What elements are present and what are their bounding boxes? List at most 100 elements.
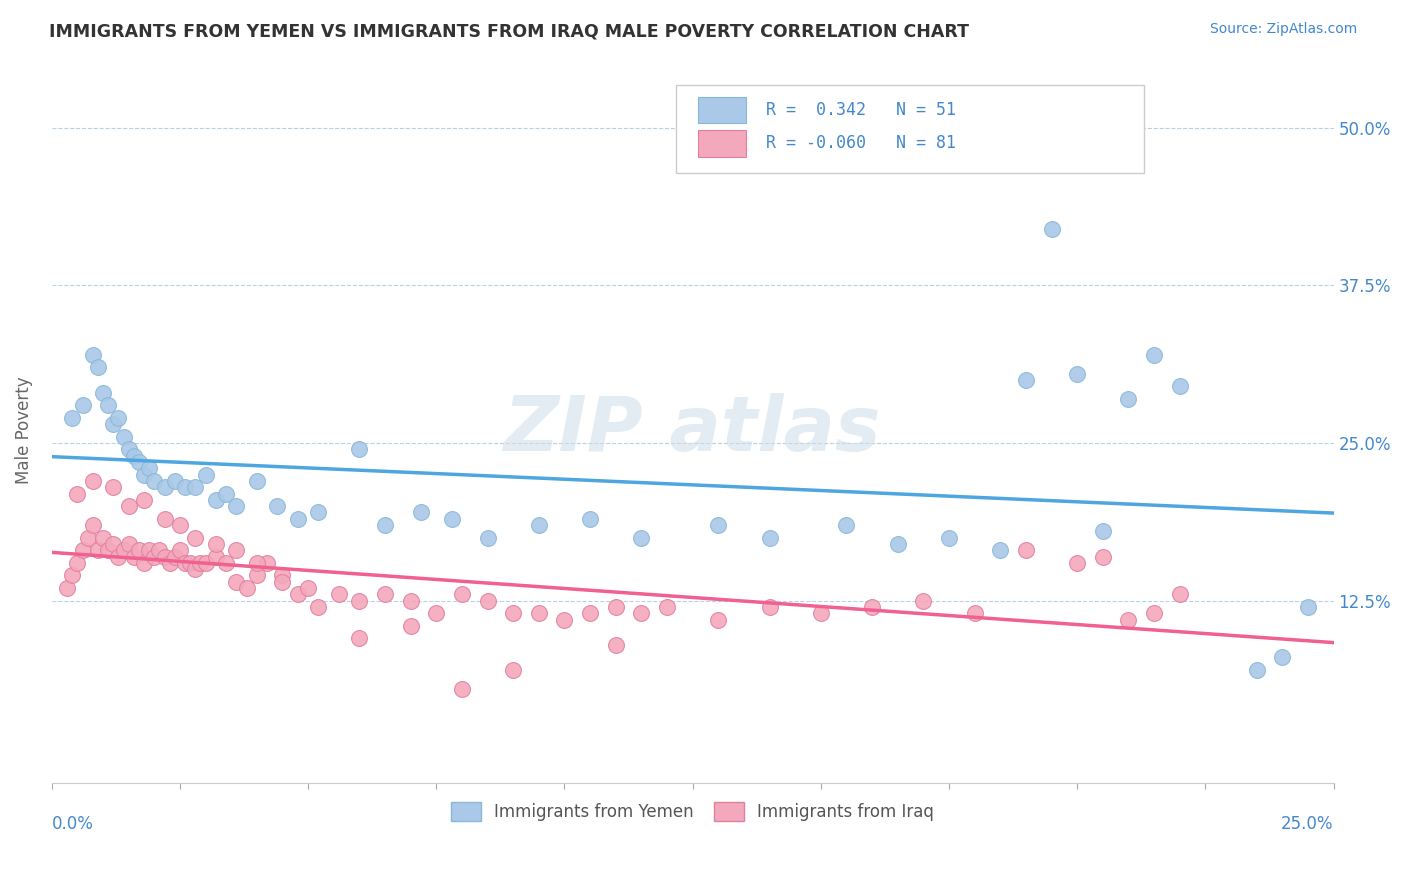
Point — [1118, 613, 1140, 627]
Point — [76, 531, 98, 545]
Point — [451, 681, 474, 696]
Point — [103, 480, 125, 494]
Point — [66, 556, 89, 570]
Point — [225, 543, 247, 558]
Point — [440, 512, 463, 526]
Point — [256, 556, 278, 570]
Point — [271, 574, 294, 589]
Point — [553, 613, 575, 627]
Point — [118, 537, 141, 551]
FancyBboxPatch shape — [676, 85, 1144, 173]
Point — [184, 531, 207, 545]
Text: R = -0.060   N = 81: R = -0.060 N = 81 — [766, 134, 956, 153]
Point — [886, 537, 908, 551]
Point — [374, 587, 396, 601]
Point — [810, 607, 832, 621]
Point — [938, 531, 960, 545]
Point — [579, 607, 602, 621]
Point — [235, 581, 257, 595]
Point — [184, 562, 207, 576]
Point — [287, 587, 309, 601]
Point — [148, 543, 170, 558]
Text: Source: ZipAtlas.com: Source: ZipAtlas.com — [1209, 22, 1357, 37]
Point — [527, 607, 550, 621]
Point — [72, 543, 94, 558]
Point — [758, 531, 780, 545]
Point — [328, 587, 350, 601]
Point — [246, 568, 269, 582]
Y-axis label: Male Poverty: Male Poverty — [15, 376, 32, 484]
Point — [963, 607, 986, 621]
Point — [112, 543, 135, 558]
Point — [138, 543, 160, 558]
Point — [97, 398, 120, 412]
Point — [169, 543, 191, 558]
Point — [477, 531, 499, 545]
Point — [225, 574, 247, 589]
Point — [605, 638, 627, 652]
Point — [153, 480, 176, 494]
Point — [1246, 663, 1268, 677]
Point — [1091, 549, 1114, 564]
Point — [349, 442, 371, 457]
Point — [307, 599, 329, 614]
Point — [527, 518, 550, 533]
Point — [72, 398, 94, 412]
Point — [204, 549, 226, 564]
Point — [132, 467, 155, 482]
Point — [477, 593, 499, 607]
Point — [132, 556, 155, 570]
Point — [451, 587, 474, 601]
Point — [1143, 607, 1166, 621]
Point — [184, 480, 207, 494]
Point — [60, 568, 83, 582]
Point — [122, 449, 145, 463]
Point — [630, 531, 652, 545]
Point — [128, 543, 150, 558]
Point — [425, 607, 447, 621]
Point — [103, 417, 125, 432]
Point — [107, 549, 129, 564]
Point — [118, 442, 141, 457]
Point — [835, 518, 858, 533]
Legend: Immigrants from Yemen, Immigrants from Iraq: Immigrants from Yemen, Immigrants from I… — [444, 796, 941, 828]
Point — [349, 593, 371, 607]
Point — [246, 474, 269, 488]
Point — [266, 499, 288, 513]
Point — [138, 461, 160, 475]
Point — [605, 599, 627, 614]
Point — [87, 360, 110, 375]
Point — [163, 549, 186, 564]
Point — [1066, 556, 1088, 570]
Bar — [697, 96, 747, 123]
Point — [179, 556, 201, 570]
Point — [307, 505, 329, 519]
Point — [1118, 392, 1140, 406]
Point — [1015, 543, 1038, 558]
Point — [399, 593, 422, 607]
Point — [1168, 587, 1191, 601]
Point — [66, 486, 89, 500]
Point — [502, 607, 524, 621]
Point — [91, 385, 114, 400]
Point — [1040, 221, 1063, 235]
Point — [56, 581, 79, 595]
Point — [143, 474, 166, 488]
Point — [118, 499, 141, 513]
Point — [204, 537, 226, 551]
Point — [190, 556, 212, 570]
Point — [159, 556, 181, 570]
Point — [349, 632, 371, 646]
Point — [87, 543, 110, 558]
Point — [1271, 650, 1294, 665]
Point — [128, 455, 150, 469]
Point — [579, 512, 602, 526]
Point — [1066, 367, 1088, 381]
Point — [1296, 599, 1319, 614]
Point — [163, 474, 186, 488]
Point — [112, 430, 135, 444]
Point — [1091, 524, 1114, 539]
Point — [60, 410, 83, 425]
Point — [758, 599, 780, 614]
Point — [707, 613, 730, 627]
